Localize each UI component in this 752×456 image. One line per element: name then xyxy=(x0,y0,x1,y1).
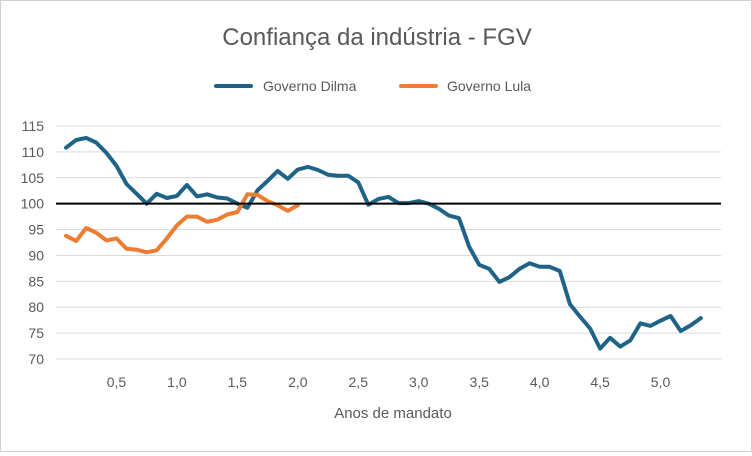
series-line-lula xyxy=(64,192,300,255)
x-axis-ticks: 0,5 1,0 1,5 2,0 2,5 3,0 3,5 4,0 4,5 5,0 xyxy=(107,374,671,390)
y-tick-label: 70 xyxy=(28,351,44,367)
gridlines xyxy=(56,125,721,360)
y-tick-label: 105 xyxy=(21,170,45,186)
y-tick-label: 80 xyxy=(28,299,44,315)
x-tick-label: 1,5 xyxy=(228,374,248,390)
y-tick-label: 100 xyxy=(21,196,45,212)
series-lines xyxy=(64,135,703,351)
y-tick-label: 75 xyxy=(28,325,44,341)
series-line-dilma xyxy=(64,135,703,351)
y-tick-label: 110 xyxy=(22,144,45,160)
y-tick-label: 85 xyxy=(28,273,44,289)
x-tick-label: 0,5 xyxy=(107,374,127,390)
y-axis-ticks: 70 75 80 85 90 95 100 105 110 115 xyxy=(21,118,45,367)
y-tick-label: 90 xyxy=(28,247,44,263)
legend-label-lula: Governo Lula xyxy=(447,78,531,94)
x-tick-label: 3,5 xyxy=(469,374,489,390)
chart-title: Confiança da indústria - FGV xyxy=(222,24,531,51)
x-tick-label: 1,0 xyxy=(167,374,187,390)
x-tick-label: 4,5 xyxy=(590,374,610,390)
x-tick-label: 2,5 xyxy=(349,374,369,390)
legend-label-dilma: Governo Dilma xyxy=(263,78,357,94)
x-tick-label: 3,0 xyxy=(409,374,429,390)
y-tick-label: 115 xyxy=(22,118,45,134)
legend: Governo Dilma Governo Lula xyxy=(214,78,531,94)
x-axis-label: Anos de mandato xyxy=(334,405,452,422)
x-tick-label: 4,0 xyxy=(530,374,550,390)
y-tick-label: 95 xyxy=(28,222,44,238)
x-tick-label: 2,0 xyxy=(288,374,308,390)
x-tick-label: 5,0 xyxy=(651,374,671,390)
